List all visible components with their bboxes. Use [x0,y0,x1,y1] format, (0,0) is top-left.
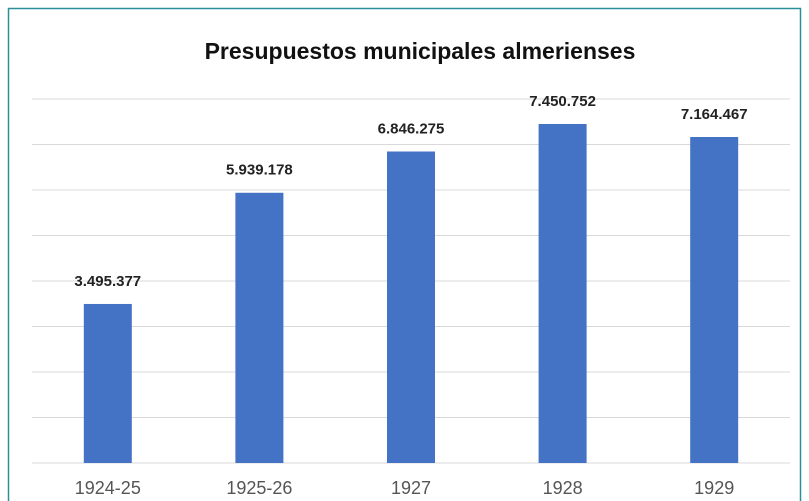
x-tick-label: 1929 [694,478,734,498]
bar [690,137,739,463]
value-label: 3.495.377 [74,273,141,290]
x-tick-label: 1927 [391,478,431,498]
value-label: 7.450.752 [529,93,596,110]
value-label: 7.164.467 [681,106,748,123]
bar [235,192,284,463]
bar [538,123,587,463]
bar [83,303,132,463]
value-label: 6.846.275 [378,120,445,137]
x-tick-label: 1928 [543,478,583,498]
chart-title: Presupuestos municipales almerienses [205,38,636,64]
bar [387,151,435,463]
x-tick-label: 1925-26 [226,478,292,498]
x-tick-label: 1924-25 [75,478,141,498]
value-label: 5.939.178 [226,162,293,179]
